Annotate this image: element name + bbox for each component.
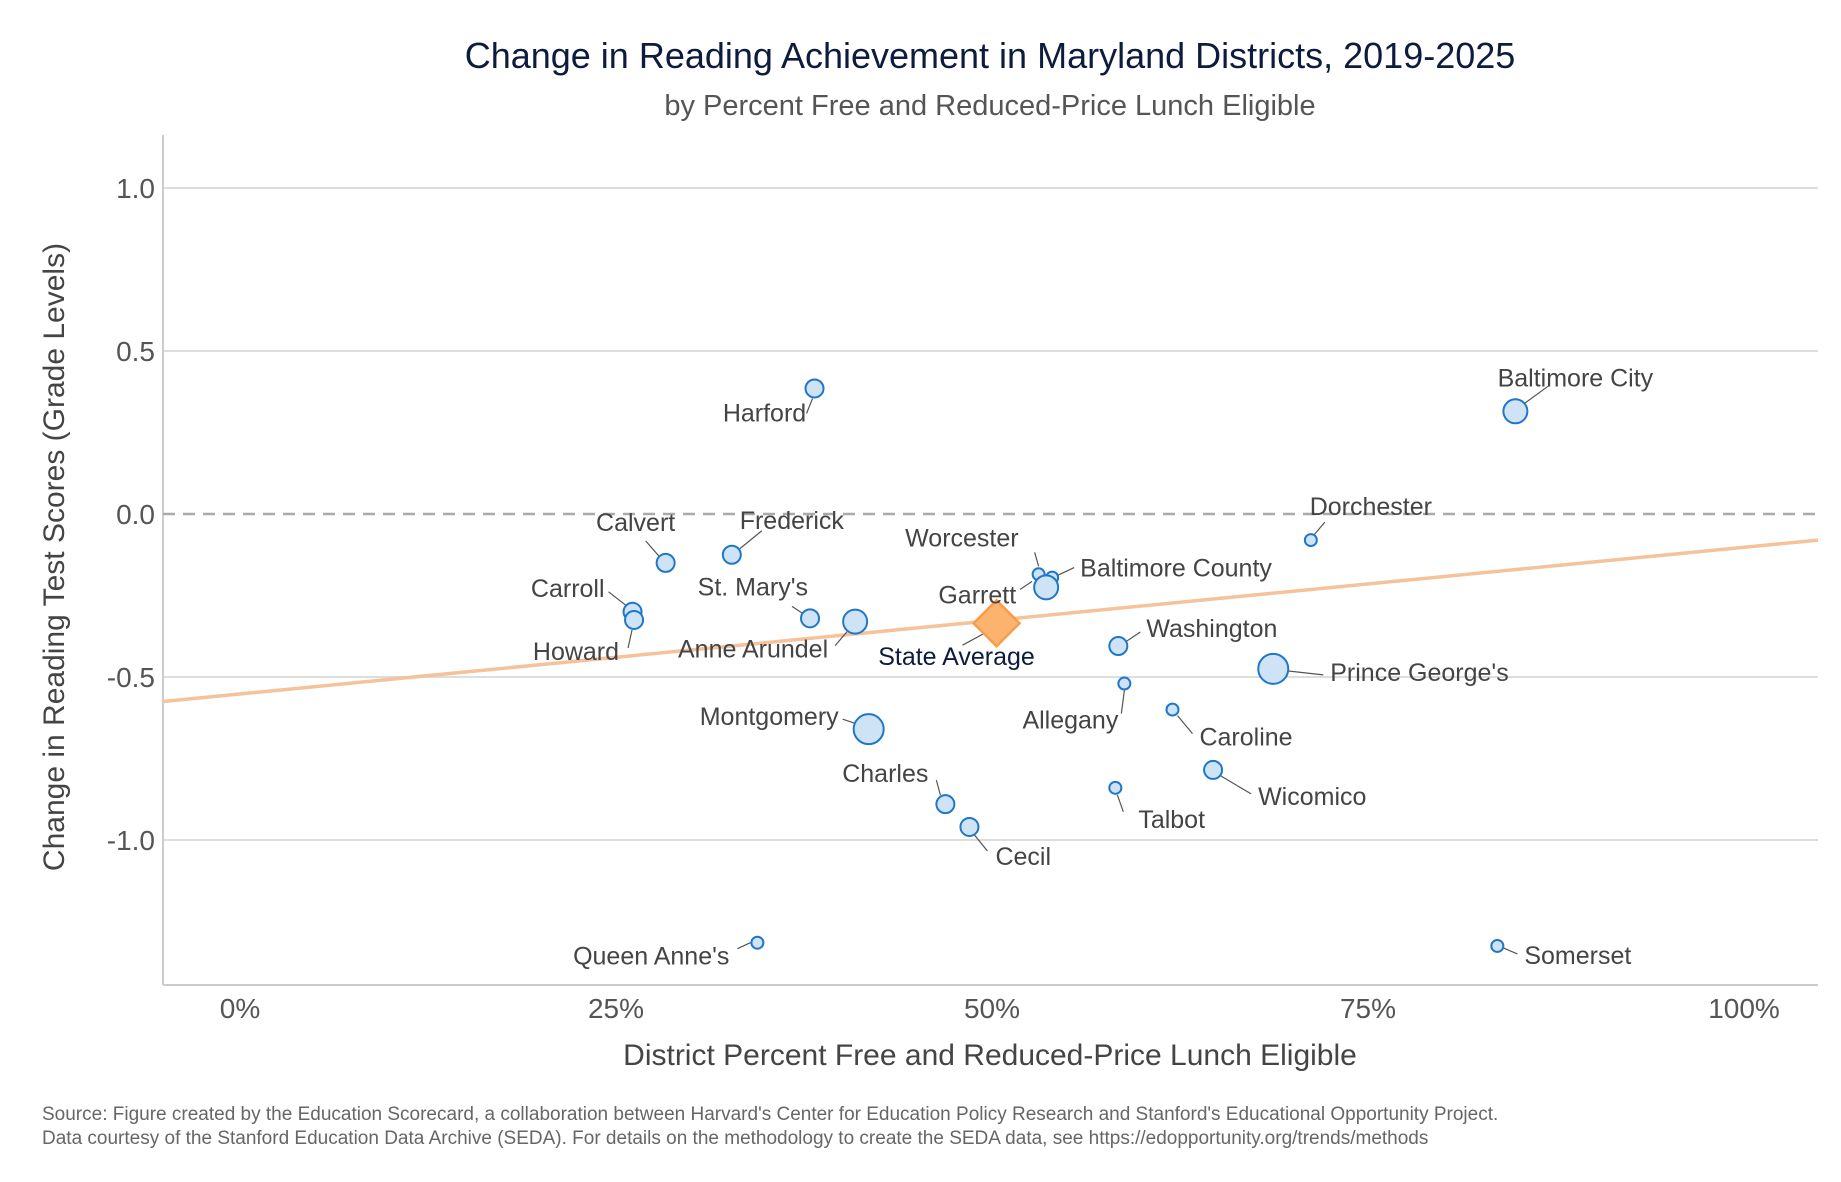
point-somerset xyxy=(1490,938,1505,953)
point-harford xyxy=(804,378,825,399)
point-allegany xyxy=(1117,676,1132,691)
chart-subtitle: by Percent Free and Reduced-Price Lunch … xyxy=(664,90,1315,122)
point-frederick xyxy=(721,544,742,565)
label-queen-anne-s: Queen Anne's xyxy=(573,943,729,971)
label-state-average: State Average xyxy=(878,643,1035,671)
point-charles xyxy=(935,794,956,815)
leader-charles xyxy=(935,779,941,796)
label-baltimore-county: Baltimore County xyxy=(1080,555,1272,583)
x-axis-title: District Percent Free and Reduced-Price … xyxy=(623,1039,1357,1072)
y-tick-label: 1.0 xyxy=(116,173,155,204)
label-leader-lines xyxy=(608,384,1550,955)
label-washington: Washington xyxy=(1146,615,1277,643)
y-axis-title: Change in Reading Test Scores (Grade Lev… xyxy=(38,243,71,871)
x-tick-label: 50% xyxy=(964,993,1020,1024)
y-tick-label: 0.0 xyxy=(116,499,155,530)
label-baltimore-city: Baltimore City xyxy=(1498,364,1654,392)
point-garrett xyxy=(1033,574,1060,601)
leader-dorchester xyxy=(1313,521,1326,536)
leader-anne-arundel xyxy=(834,631,848,646)
point-talbot xyxy=(1108,780,1123,795)
leader-garrett xyxy=(1019,580,1033,590)
leader-frederick xyxy=(739,530,763,550)
leader-wicomico xyxy=(1218,774,1252,795)
leader-carroll xyxy=(608,591,627,607)
leader-worcester xyxy=(1034,552,1040,567)
leader-caroline xyxy=(1177,715,1193,734)
source-line-1: Source: Figure created by the Education … xyxy=(42,1104,1498,1125)
leader-cecil xyxy=(973,834,988,852)
label-allegany: Allegany xyxy=(1022,707,1118,735)
label-montgomery: Montgomery xyxy=(700,703,839,731)
point-dorchester xyxy=(1303,533,1318,548)
x-tick-label: 0% xyxy=(220,993,260,1024)
point-queen-anne-s xyxy=(750,935,765,950)
label-st-mary-s: St. Mary's xyxy=(698,573,808,601)
label-howard: Howard xyxy=(533,638,619,666)
point-caroline xyxy=(1165,702,1180,717)
leader-state-average xyxy=(962,632,985,646)
point-st-mary-s xyxy=(800,608,821,629)
point-montgomery xyxy=(852,713,885,746)
point-wicomico xyxy=(1203,759,1224,780)
point-prince-george-s xyxy=(1257,652,1290,685)
leader-prince-george-s xyxy=(1287,670,1324,676)
point-calvert xyxy=(655,552,676,573)
leader-harford xyxy=(805,398,814,414)
grid-lines xyxy=(163,187,1818,841)
point-cecil xyxy=(959,816,980,837)
data-points xyxy=(622,378,1529,953)
leader-allegany xyxy=(1120,690,1125,714)
label-cecil: Cecil xyxy=(995,843,1051,871)
label-somerset: Somerset xyxy=(1524,942,1631,970)
leader-queen-anne-s xyxy=(737,942,751,950)
label-prince-george-s: Prince George's xyxy=(1330,659,1508,687)
point-washington xyxy=(1108,636,1129,657)
label-carroll: Carroll xyxy=(531,575,605,603)
label-garrett: Garrett xyxy=(938,581,1016,609)
axis-ticks: 1.0 0.5 0.0 -0.5 -1.0 0% 25% 50% 75% 100% xyxy=(107,173,1780,1024)
label-frederick: Frederick xyxy=(740,507,845,535)
leader-talbot xyxy=(1116,794,1124,813)
label-caroline: Caroline xyxy=(1199,724,1292,752)
leader-montgomery xyxy=(842,718,855,724)
label-talbot: Talbot xyxy=(1138,806,1205,834)
label-charles: Charles xyxy=(842,760,928,788)
leader-baltimore-county xyxy=(1056,567,1075,577)
source-line-2: Data courtesy of the Stanford Education … xyxy=(42,1128,1428,1149)
state-average-marker xyxy=(971,598,1022,648)
label-anne-arundel: Anne Arundel xyxy=(678,636,828,664)
y-tick-label: -0.5 xyxy=(107,662,155,693)
point-anne-arundel xyxy=(842,608,869,635)
leader-washington xyxy=(1125,631,1141,643)
point-baltimore-city xyxy=(1502,398,1529,425)
leader-somerset xyxy=(1503,947,1518,955)
label-harford: Harford xyxy=(723,399,806,427)
label-dorchester: Dorchester xyxy=(1310,493,1432,521)
point-howard xyxy=(624,609,645,630)
label-worcester: Worcester xyxy=(905,524,1018,552)
point-labels: Baltimore City Harford Dorchester Calvert Fr… xyxy=(531,364,1654,970)
leader-howard xyxy=(627,629,633,649)
label-calvert: Calvert xyxy=(596,509,675,537)
x-tick-label: 75% xyxy=(1340,993,1396,1024)
label-wicomico: Wicomico xyxy=(1258,783,1366,811)
y-tick-label: -1.0 xyxy=(107,825,155,856)
chart-title: Change in Reading Achievement in Marylan… xyxy=(465,35,1516,76)
x-tick-label: 100% xyxy=(1708,993,1780,1024)
y-tick-label: 0.5 xyxy=(116,336,155,367)
x-tick-label: 25% xyxy=(588,993,644,1024)
leader-calvert xyxy=(645,540,661,558)
